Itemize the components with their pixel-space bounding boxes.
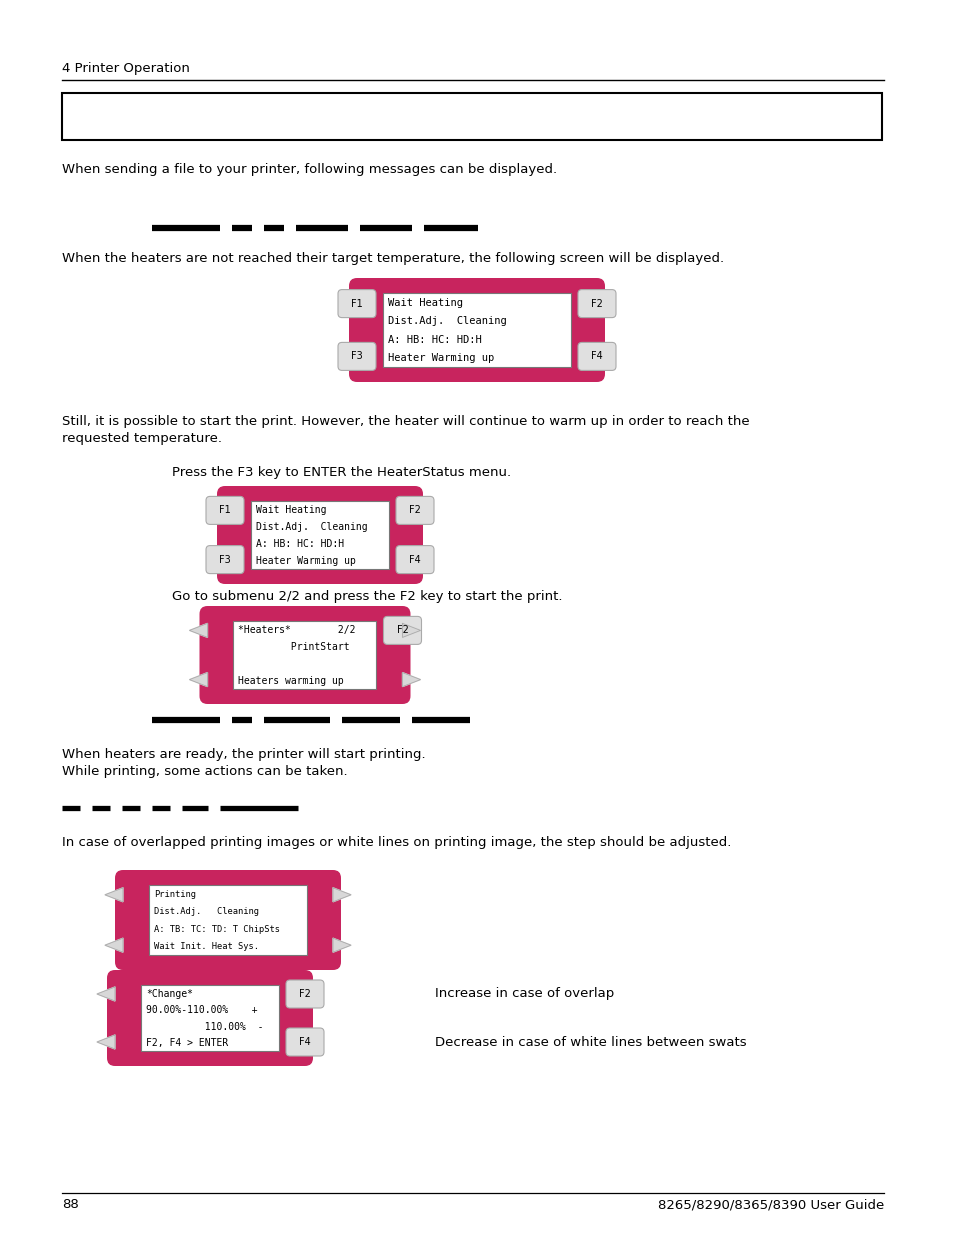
Polygon shape: [97, 1035, 115, 1049]
FancyBboxPatch shape: [107, 969, 313, 1066]
Text: F4: F4: [409, 555, 420, 564]
FancyBboxPatch shape: [199, 606, 410, 704]
Bar: [62, 93, 882, 140]
Text: 110.00%  -: 110.00% -: [146, 1021, 263, 1031]
Text: Dist.Adj.   Cleaning: Dist.Adj. Cleaning: [153, 906, 258, 916]
Text: F4: F4: [591, 352, 602, 362]
FancyBboxPatch shape: [216, 487, 422, 584]
Polygon shape: [190, 624, 208, 637]
FancyBboxPatch shape: [383, 616, 421, 645]
Text: Still, it is possible to start the print. However, the heater will continue to w: Still, it is possible to start the print…: [62, 415, 749, 429]
Text: Heater Warming up: Heater Warming up: [388, 353, 494, 363]
Text: Wait Init. Heat Sys.: Wait Init. Heat Sys.: [153, 942, 258, 951]
Text: F1: F1: [351, 299, 362, 309]
Text: 88: 88: [62, 1198, 79, 1212]
FancyBboxPatch shape: [286, 981, 324, 1008]
Text: F2: F2: [409, 505, 420, 515]
Text: Increase in case of overlap: Increase in case of overlap: [435, 988, 614, 1000]
Polygon shape: [402, 624, 420, 637]
Text: A: TB: TC: TD: T ChipSts: A: TB: TC: TD: T ChipSts: [153, 925, 280, 934]
Text: F2: F2: [396, 625, 408, 635]
Text: Press the F3 key to ENTER the HeaterStatus menu.: Press the F3 key to ENTER the HeaterStat…: [172, 466, 511, 479]
Polygon shape: [333, 888, 351, 902]
FancyBboxPatch shape: [337, 289, 375, 317]
FancyBboxPatch shape: [578, 342, 616, 370]
Text: Dist.Adj.  Cleaning: Dist.Adj. Cleaning: [255, 522, 367, 532]
Text: Dist.Adj.  Cleaning: Dist.Adj. Cleaning: [388, 316, 506, 326]
Text: 90.00%-110.00%    +: 90.00%-110.00% +: [146, 1005, 257, 1015]
Polygon shape: [333, 939, 351, 952]
FancyBboxPatch shape: [251, 501, 389, 569]
FancyBboxPatch shape: [206, 546, 244, 573]
Polygon shape: [190, 673, 208, 687]
Text: Go to submenu 2/2 and press the F2 key to start the print.: Go to submenu 2/2 and press the F2 key t…: [172, 590, 562, 603]
FancyBboxPatch shape: [382, 293, 571, 367]
Polygon shape: [105, 888, 123, 902]
FancyBboxPatch shape: [395, 496, 434, 525]
Text: requested temperature.: requested temperature.: [62, 432, 222, 445]
Text: F2: F2: [591, 299, 602, 309]
Text: F3: F3: [351, 352, 362, 362]
Text: F4: F4: [299, 1037, 311, 1047]
FancyBboxPatch shape: [149, 885, 307, 955]
Polygon shape: [402, 673, 420, 687]
Text: When heaters are ready, the printer will start printing.: When heaters are ready, the printer will…: [62, 748, 425, 761]
Text: When sending a file to your printer, following messages can be displayed.: When sending a file to your printer, fol…: [62, 163, 557, 177]
Text: A: HB: HC: HD:H: A: HB: HC: HD:H: [388, 335, 481, 345]
Text: While printing, some actions can be taken.: While printing, some actions can be take…: [62, 764, 347, 778]
Polygon shape: [97, 987, 115, 1002]
Text: Heaters warming up: Heaters warming up: [238, 676, 344, 685]
Text: 4 Printer Operation: 4 Printer Operation: [62, 62, 190, 75]
Polygon shape: [105, 939, 123, 952]
Text: In case of overlapped printing images or white lines on printing image, the step: In case of overlapped printing images or…: [62, 836, 731, 848]
FancyBboxPatch shape: [206, 496, 244, 525]
Text: F2: F2: [298, 989, 311, 999]
Text: When the heaters are not reached their target temperature, the following screen : When the heaters are not reached their t…: [62, 252, 723, 266]
FancyBboxPatch shape: [286, 1028, 324, 1056]
FancyBboxPatch shape: [141, 986, 278, 1051]
Text: PrintStart: PrintStart: [238, 642, 350, 652]
Text: *Heaters*        2/2: *Heaters* 2/2: [238, 625, 355, 635]
FancyBboxPatch shape: [578, 289, 616, 317]
FancyBboxPatch shape: [395, 546, 434, 573]
Text: F2, F4 > ENTER: F2, F4 > ENTER: [146, 1039, 228, 1049]
Text: Wait Heating: Wait Heating: [388, 298, 462, 308]
FancyBboxPatch shape: [349, 278, 604, 382]
FancyBboxPatch shape: [115, 869, 340, 969]
Text: *Change*: *Change*: [146, 988, 193, 999]
Text: Decrease in case of white lines between swats: Decrease in case of white lines between …: [435, 1035, 746, 1049]
Text: Wait Heating: Wait Heating: [255, 505, 326, 515]
Text: Printing: Printing: [153, 889, 195, 899]
FancyBboxPatch shape: [233, 621, 376, 689]
Text: Heater Warming up: Heater Warming up: [255, 556, 355, 566]
Text: 8265/8290/8365/8390 User Guide: 8265/8290/8365/8390 User Guide: [657, 1198, 883, 1212]
Text: F1: F1: [219, 505, 231, 515]
Text: F3: F3: [219, 555, 231, 564]
FancyBboxPatch shape: [337, 342, 375, 370]
Text: A: HB: HC: HD:H: A: HB: HC: HD:H: [255, 538, 344, 548]
